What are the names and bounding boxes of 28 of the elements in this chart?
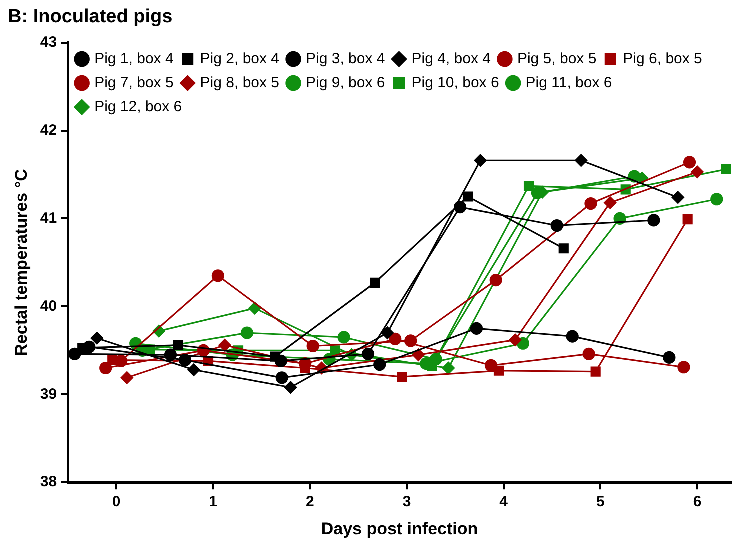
y-tick-label: 38 — [40, 474, 58, 491]
legend-label: Pig 10, box 6 — [412, 74, 500, 92]
x-tick-label: 6 — [693, 494, 702, 511]
y-tick-label: 42 — [40, 122, 58, 139]
y-tick-label: 43 — [40, 34, 58, 51]
y-tick-label: 39 — [40, 386, 58, 403]
y-tick-label: 41 — [40, 210, 58, 227]
x-tick-label: 0 — [112, 494, 121, 511]
y-tick-label: 40 — [40, 298, 58, 315]
chart-title: B: Inoculated pigs — [8, 6, 173, 28]
x-tick-label: 4 — [500, 494, 509, 511]
y-axis-title: Rectal temperatures °C — [12, 169, 31, 356]
legend-label: Pig 5, box 5 — [517, 50, 597, 68]
legend-label: Pig 8, box 5 — [200, 74, 280, 92]
legend-label: Pig 12, box 6 — [94, 98, 182, 116]
legend-label: Pig 7, box 5 — [94, 74, 174, 92]
x-axis-title: Days post infection — [321, 519, 478, 538]
x-tick-label: 1 — [209, 494, 218, 511]
legend-label: Pig 11, box 6 — [526, 74, 612, 92]
legend-label: Pig 1, box 4 — [94, 50, 174, 68]
legend-label: Pig 9, box 6 — [306, 74, 386, 92]
legend-label: Pig 3, box 4 — [306, 50, 386, 68]
legend-label: Pig 4, box 4 — [412, 50, 491, 68]
x-tick-label: 3 — [402, 494, 412, 511]
legend-label: Pig 2, box 4 — [200, 50, 280, 68]
x-tick-label: 5 — [596, 494, 605, 511]
legend-label: Pig 6, box 5 — [623, 50, 702, 68]
x-tick-label: 2 — [306, 494, 314, 511]
